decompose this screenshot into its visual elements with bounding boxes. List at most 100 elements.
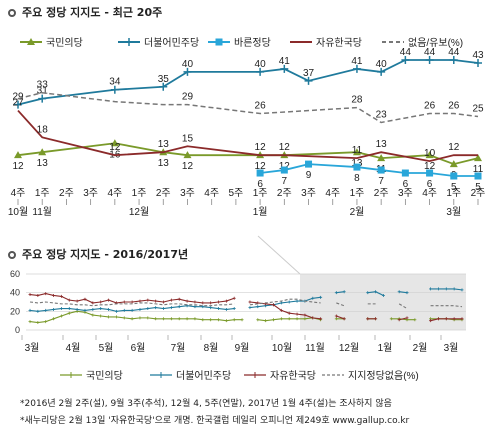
data-label-더불어민주당-4: 34 [109,77,121,88]
zoom-guide-left [257,235,301,275]
x-tick-17: 4주 [422,188,437,199]
data-label-자유한국당-4: 12 [109,142,121,153]
data-label-자유한국당-15: 13 [376,139,388,150]
point-바른정당-17 [426,169,434,177]
circle-bullet-icon [8,9,16,17]
chart2-title: 주요 정당 지지도 - 2016/2017년 [8,246,188,262]
data-label-더불어민주당-6: 35 [158,74,170,85]
series2-line-자유한국당 [399,317,408,321]
series2-line-지지정당없음- [249,298,321,306]
recent-period-highlight [300,274,466,330]
series2-line-국민의당 [29,310,243,324]
point-바른정당-14 [353,163,361,171]
data-label-자유한국당-10: 12 [255,142,267,153]
data-label-더불어민주당-11: 41 [279,56,291,67]
month2-label-6: 9월 [235,342,250,354]
month-label-1: 11월 [32,206,52,218]
data-label-바른정당-19: 5 [475,182,481,193]
data-label-없음-유보--7: 29 [182,92,194,103]
legend2-label-지지정당없음-: 지지정당없음(%) [348,369,419,382]
data-label-바른정당-11: 7 [282,176,288,187]
series2-line-지지정당없음- [398,303,408,310]
x-tick-0: 4주 [11,188,26,199]
point-국민의당-15 [377,154,386,162]
series2-line-더불어민주당 [399,291,408,294]
point-국민의당-17 [425,151,434,159]
point-바른정당-12 [305,160,313,168]
series2-line-더불어민주당 [336,291,345,294]
data-label-국민의당-6: 13 [158,158,170,169]
data-label-없음-유보--1: 33 [37,80,49,91]
point-국민의당-0 [14,151,22,159]
data-label-없음-유보--19: 25 [472,104,484,115]
legend-marker-바른정당 [215,38,223,46]
data-label-없음-유보--10: 26 [255,101,267,112]
legend-label-자유한국당: 자유한국당 [316,37,362,49]
point-바른정당-11 [280,166,288,174]
data-label-없음-유보--14: 28 [351,95,363,106]
point-바른정당-18 [450,172,458,180]
legend2-marker-더불어민주당 [158,372,164,378]
month2-label-1: 4월 [66,342,81,354]
data-label-없음-유보--15: 23 [376,109,388,120]
month2-label-12: 3월 [444,342,459,354]
data-label-더불어민주당-17: 44 [424,47,436,58]
month2-label-10: 1월 [378,342,393,354]
data-label-자유한국당-14: 11 [352,145,363,156]
x-tick-1: 1주 [35,188,50,199]
x-tick-4: 4주 [107,188,122,199]
month-label-0: 10월 [8,206,28,218]
month2-label-9: 12월 [339,342,359,354]
series2-line-더불어민주당 [29,305,235,312]
point-더불어민주당-19 [474,58,482,67]
series2-line-지지정당없음- [29,301,235,307]
data-label-국민의당-17: 12 [424,161,436,172]
data-label-더불어민주당-0: 29 [12,92,24,103]
x-tick-6: 2주 [156,188,171,199]
month-label-2: 12월 [129,206,149,218]
data-label-더불어민주당-10: 40 [255,59,267,70]
data-label-국민의당-10: 12 [255,161,267,172]
x-tick-14: 1주 [350,188,365,199]
month2-label-2: 5월 [99,342,114,354]
point-더불어민주당-1 [38,94,47,103]
data-label-없음-유보--17: 26 [424,101,436,112]
x-tick-16: 3주 [398,188,413,199]
legend2-marker-자유한국당 [252,372,258,378]
legend-marker-더불어민주당 [125,38,133,46]
y-tick-3: 60 [10,269,20,279]
x-tick-7: 3주 [180,188,195,199]
month2-label-11: 2월 [413,342,428,354]
point-더불어민주당-4 [110,85,119,94]
point-더불어민주당-11 [280,64,289,73]
data-label-자유한국당-11: 12 [279,142,291,153]
data-label-없음-유보--18: 26 [448,101,460,112]
point-바른정당-15 [377,166,385,174]
point-국민의당-19 [474,154,482,162]
month2-label-4: 7월 [171,342,186,354]
x-tick-3: 3주 [83,188,98,199]
data-label-바른정당-14: 8 [354,173,360,184]
x-tick-8: 4주 [204,188,219,199]
month-label-3: 1월 [253,206,268,218]
legend-label-바른정당: 바른정당 [234,37,271,49]
data-label-국민의당-0: 12 [12,161,24,172]
month2-label-3: 6월 [131,342,146,354]
point-국민의당-1 [38,148,47,156]
data-label-더불어민주당-12: 37 [303,68,315,79]
point-더불어민주당-17 [425,56,434,64]
chart2-title-text: 주요 정당 지지도 - 2016/2017년 [22,248,189,261]
data-label-자유한국당-6: 13 [158,139,170,150]
circle-bullet-icon [8,251,16,259]
legend2-label-국민의당: 국민의당 [86,370,123,382]
data-label-자유한국당-17: 10 [424,148,436,159]
point-더불어민주당-10 [256,67,265,76]
data-label-자유한국당-0: 27 [12,98,24,109]
point-더불어민주당-15 [377,67,386,76]
data-label-바른정당-12: 9 [306,170,312,181]
series2-line-더불어민주당 [430,288,463,291]
x-tick-19: 2주 [471,188,486,199]
chart1-title: 주요 정당 지지도 - 최근 20주 [8,4,162,20]
series2-line-더불어민주당 [367,291,384,296]
footnote-1: *2016년 2월 2주(설), 9월 3주(추석), 12월 4, 5주(연말… [20,399,392,409]
